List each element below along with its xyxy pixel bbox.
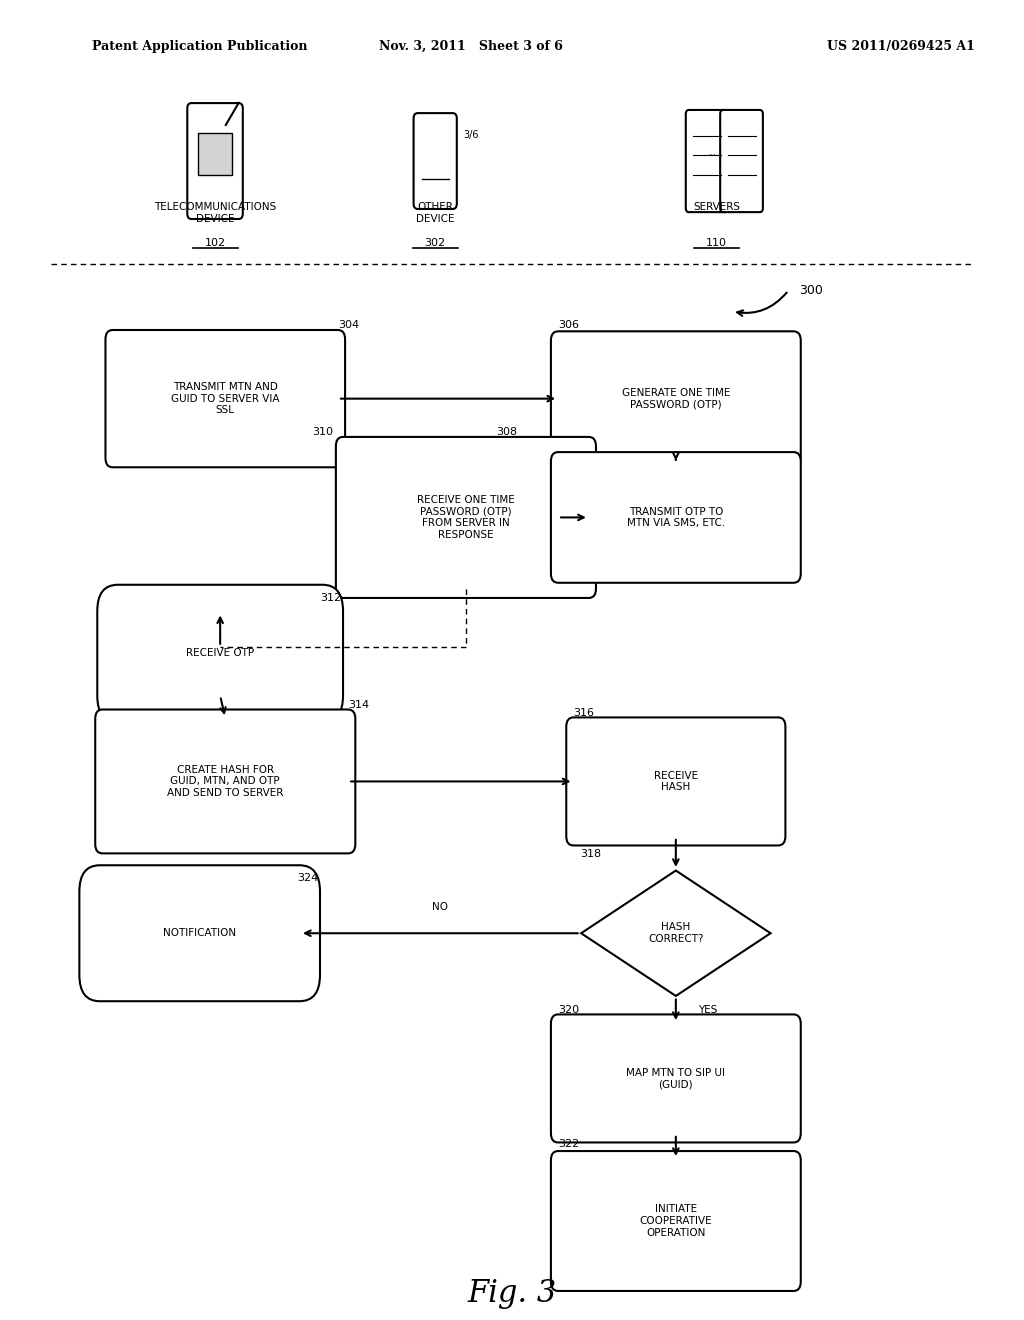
- Text: 308: 308: [497, 426, 518, 437]
- Text: US 2011/0269425 A1: US 2011/0269425 A1: [827, 40, 975, 53]
- Text: RECEIVE OTP: RECEIVE OTP: [186, 648, 254, 659]
- Text: 3/6: 3/6: [463, 129, 478, 140]
- FancyBboxPatch shape: [551, 331, 801, 466]
- Text: ...: ...: [709, 148, 717, 157]
- Text: 304: 304: [338, 319, 359, 330]
- FancyBboxPatch shape: [414, 114, 457, 209]
- Text: OTHER
DEVICE: OTHER DEVICE: [416, 202, 455, 223]
- Text: RECEIVE
HASH: RECEIVE HASH: [653, 771, 698, 792]
- Text: Fig. 3: Fig. 3: [467, 1278, 557, 1309]
- Text: 324: 324: [297, 873, 318, 883]
- Text: NO: NO: [432, 902, 449, 912]
- Text: TELECOMMUNICATIONS
DEVICE: TELECOMMUNICATIONS DEVICE: [154, 202, 276, 223]
- Text: 318: 318: [581, 849, 602, 859]
- FancyBboxPatch shape: [336, 437, 596, 598]
- Text: 312: 312: [321, 593, 342, 603]
- Text: GENERATE ONE TIME
PASSWORD (OTP): GENERATE ONE TIME PASSWORD (OTP): [622, 388, 730, 409]
- Text: MAP MTN TO SIP UI
(GUID): MAP MTN TO SIP UI (GUID): [627, 1068, 725, 1089]
- Text: 306: 306: [558, 319, 580, 330]
- FancyBboxPatch shape: [97, 585, 343, 722]
- Text: 320: 320: [558, 1005, 580, 1015]
- Text: NOTIFICATION: NOTIFICATION: [163, 928, 237, 939]
- Polygon shape: [582, 871, 771, 995]
- Text: INITIATE
COOPERATIVE
OPERATION: INITIATE COOPERATIVE OPERATION: [640, 1204, 712, 1238]
- FancyBboxPatch shape: [551, 1014, 801, 1143]
- Text: 322: 322: [558, 1139, 580, 1150]
- Text: YES: YES: [698, 1005, 718, 1015]
- FancyBboxPatch shape: [720, 110, 763, 213]
- Text: Patent Application Publication: Patent Application Publication: [92, 40, 307, 53]
- FancyBboxPatch shape: [686, 110, 728, 213]
- FancyBboxPatch shape: [566, 718, 785, 846]
- Text: 310: 310: [312, 426, 334, 437]
- Text: SERVERS: SERVERS: [693, 202, 740, 213]
- FancyBboxPatch shape: [187, 103, 243, 219]
- FancyBboxPatch shape: [80, 866, 319, 1001]
- FancyBboxPatch shape: [551, 451, 801, 583]
- FancyBboxPatch shape: [95, 710, 355, 854]
- Text: 314: 314: [348, 700, 370, 710]
- Text: TRANSMIT OTP TO
MTN VIA SMS, ETC.: TRANSMIT OTP TO MTN VIA SMS, ETC.: [627, 507, 725, 528]
- Text: TRANSMIT MTN AND
GUID TO SERVER VIA
SSL: TRANSMIT MTN AND GUID TO SERVER VIA SSL: [171, 381, 280, 416]
- Text: CREATE HASH FOR
GUID, MTN, AND OTP
AND SEND TO SERVER: CREATE HASH FOR GUID, MTN, AND OTP AND S…: [167, 764, 284, 799]
- Text: RECEIVE ONE TIME
PASSWORD (OTP)
FROM SERVER IN
RESPONSE: RECEIVE ONE TIME PASSWORD (OTP) FROM SER…: [417, 495, 515, 540]
- FancyBboxPatch shape: [198, 133, 232, 174]
- Text: 102: 102: [205, 238, 225, 248]
- Text: Nov. 3, 2011   Sheet 3 of 6: Nov. 3, 2011 Sheet 3 of 6: [379, 40, 563, 53]
- Text: 300: 300: [799, 284, 822, 297]
- Text: 302: 302: [425, 238, 445, 248]
- Text: 316: 316: [573, 708, 595, 718]
- Text: HASH
CORRECT?: HASH CORRECT?: [648, 923, 703, 944]
- Text: 110: 110: [707, 238, 727, 248]
- FancyBboxPatch shape: [551, 1151, 801, 1291]
- FancyBboxPatch shape: [105, 330, 345, 467]
